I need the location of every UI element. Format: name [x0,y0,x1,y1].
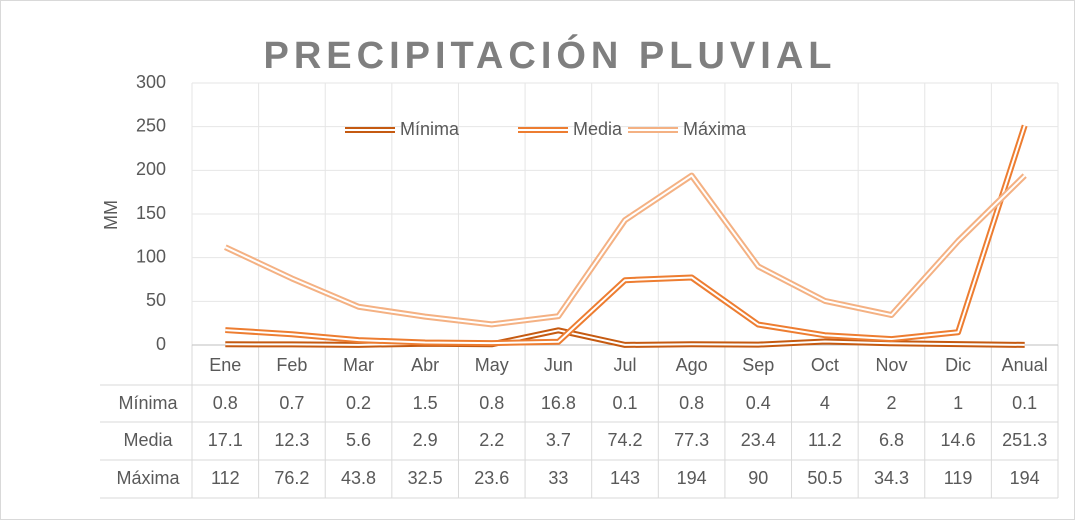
table-row-label: Media [123,430,173,450]
x-tick-label: May [475,355,509,375]
chart-title: PRECIPITACIÓN PLUVIAL [264,33,837,77]
table-value: 43.8 [341,468,376,488]
table-value: 23.6 [474,468,509,488]
table-value: 1.5 [413,393,438,413]
x-tick-label: Jun [544,355,573,375]
y-tick-label: 150 [136,203,166,223]
x-tick-label: Dic [945,355,971,375]
table-value: 4 [820,393,830,413]
x-tick-label: Nov [875,355,907,375]
table-value: 0.4 [746,393,771,413]
x-tick-label: Sep [742,355,774,375]
table-value: 33 [548,468,568,488]
table-value: 14.6 [941,430,976,450]
table-value: 6.8 [879,430,904,450]
table-value: 0.7 [279,393,304,413]
table-value: 17.1 [208,430,243,450]
table-value: 12.3 [274,430,309,450]
x-tick-label: Abr [411,355,439,375]
x-tick-label: Oct [811,355,839,375]
table-value: 32.5 [408,468,443,488]
legend-label: Máxima [683,119,747,139]
x-tick-label: Mar [343,355,374,375]
x-tick-label: Ago [676,355,708,375]
table-value: 0.2 [346,393,371,413]
legend-label: Mínima [400,119,460,139]
table-value: 23.4 [741,430,776,450]
table-value: 251.3 [1002,430,1047,450]
series-line-inner [224,174,1026,326]
x-tick-label: Feb [276,355,307,375]
table-value: 50.5 [807,468,842,488]
table-value: 74.2 [607,430,642,450]
table-value: 194 [1010,468,1040,488]
table-value: 2.9 [413,430,438,450]
table-value: 0.8 [479,393,504,413]
table-value: 143 [610,468,640,488]
table-value: 11.2 [808,430,842,450]
legend-label: Media [573,119,623,139]
y-tick-label: 250 [136,115,166,135]
table-row-label: Máxima [116,468,180,488]
x-tick-label: Jul [613,355,636,375]
y-tick-label: 100 [136,246,166,266]
table-value: 77.3 [674,430,709,450]
table-value: 5.6 [346,430,371,450]
table-value: 0.1 [612,393,637,413]
table-value: 112 [211,468,240,488]
table-value: 119 [944,468,973,488]
table-value: 1 [953,393,963,413]
y-tick-label: 50 [146,290,166,310]
table-value: 2 [886,393,896,413]
table-value: 2.2 [479,430,504,450]
table-row-label: Mínima [118,393,178,413]
y-axis-label: MM [101,200,121,230]
table-value: 3.7 [546,430,571,450]
x-tick-label: Ene [209,355,241,375]
table-value: 0.1 [1012,393,1037,413]
table-value: 194 [677,468,707,488]
y-tick-label: 300 [136,72,166,92]
series-line-inner [225,125,1026,345]
y-tick-label: 0 [156,334,166,354]
x-tick-label: Anual [1002,355,1048,375]
table-value: 90 [748,468,768,488]
table-value: 0.8 [213,393,238,413]
table-value: 34.3 [874,468,909,488]
table-value: 76.2 [274,468,309,488]
table-value: 16.8 [541,393,576,413]
series-line-inner [225,329,1025,346]
table-value: 0.8 [679,393,704,413]
y-tick-label: 200 [136,159,166,179]
